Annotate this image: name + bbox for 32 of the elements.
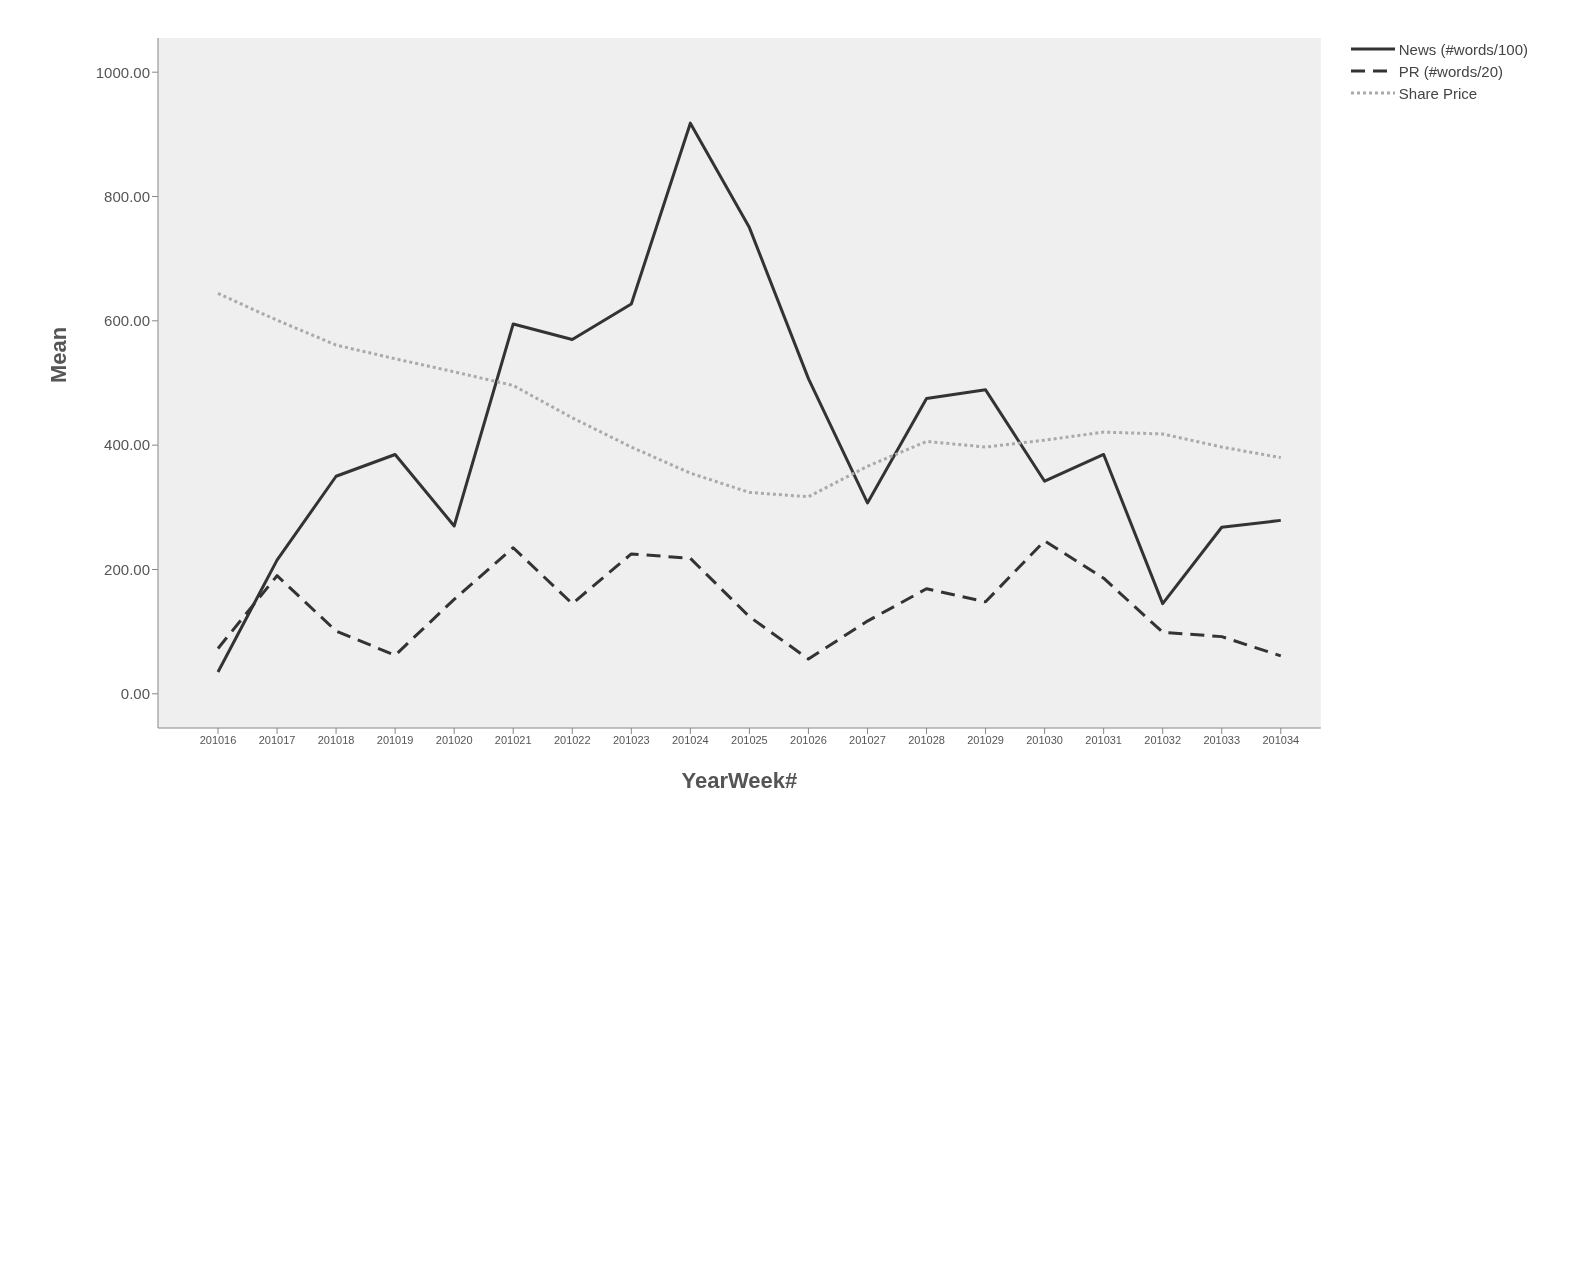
x-tick-label: 201023	[612, 733, 650, 746]
y-tick-label: 0.00	[120, 685, 150, 703]
x-tick-label: 201022	[553, 733, 591, 746]
legend-label: PR (#words/20)	[1398, 62, 1503, 80]
x-tick-label: 201021	[494, 733, 532, 746]
legend-label: News (#words/100)	[1398, 40, 1528, 58]
y-tick-label: 400.00	[104, 436, 150, 454]
x-tick-label: 201028	[908, 733, 945, 746]
line-series	[216, 291, 1283, 499]
x-tick-label: 201029	[967, 733, 1004, 746]
x-tick-label: 201019	[376, 733, 414, 746]
y-axis-title: Mean	[45, 326, 71, 383]
y-tick-label: 800.00	[104, 187, 150, 205]
line-series	[216, 121, 1283, 674]
x-tick-label: 201024	[671, 733, 709, 746]
y-tick-label: 600.00	[104, 312, 150, 330]
x-tick-label: 201032	[1144, 733, 1182, 746]
x-tick-label: 201026	[790, 733, 827, 746]
y-tick-label: 200.00	[104, 560, 150, 578]
x-tick-label: 201018	[317, 733, 355, 746]
y-tick-label: 1000.00	[95, 63, 150, 81]
x-tick-label: 201025	[731, 733, 768, 746]
x-tick-label: 201030	[1026, 733, 1063, 746]
x-tick-label: 201034	[1262, 733, 1300, 746]
x-tick-label: 201016	[199, 733, 237, 746]
x-tick-label: 201027	[849, 733, 886, 746]
x-tick-label: 201033	[1203, 733, 1241, 746]
legend-label: Share Price	[1398, 84, 1478, 102]
x-tick-label: 201017	[258, 733, 296, 746]
x-tick-label: 201031	[1085, 733, 1123, 746]
x-tick-label: 201020	[435, 733, 473, 746]
x-axis-title: YearWeek#	[681, 768, 798, 793]
